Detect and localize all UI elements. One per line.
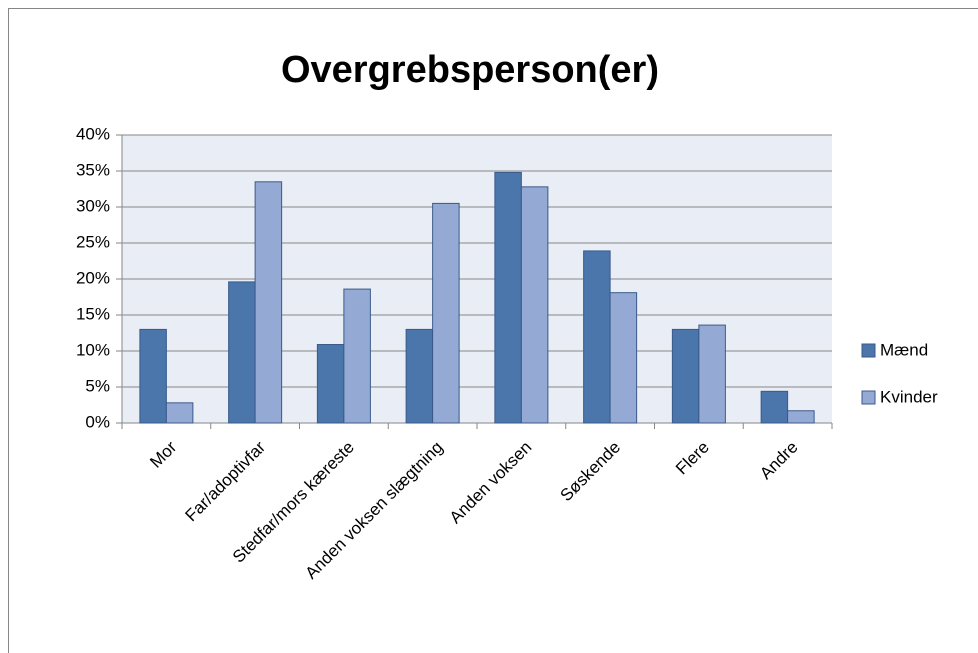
bar (432, 202, 460, 424)
bar (165, 402, 194, 424)
bar (228, 281, 256, 424)
bar (760, 390, 789, 424)
y-tick-label: 10% (76, 340, 110, 359)
y-tick-label: 5% (85, 376, 110, 395)
bar (520, 186, 549, 424)
chart-title: Overgrebsperson(er) (281, 49, 659, 91)
y-tick-label: 25% (76, 232, 110, 251)
bar (405, 328, 434, 424)
bar (583, 250, 611, 424)
legend-label: Mænd (880, 340, 928, 359)
bar (494, 171, 522, 424)
y-tick-label: 20% (76, 268, 110, 287)
y-tick-label: 40% (76, 124, 110, 143)
legend-label: Kvinder (880, 387, 938, 406)
legend-swatch (861, 390, 876, 405)
bar (671, 328, 700, 424)
bar (139, 328, 167, 424)
bar (316, 344, 345, 424)
bar (787, 410, 815, 424)
legend-swatch (861, 343, 876, 358)
y-tick-label: 15% (76, 304, 110, 323)
y-tick-label: 30% (76, 196, 110, 215)
y-tick-label: 0% (85, 412, 110, 431)
y-tick-label: 35% (76, 160, 110, 179)
bar (254, 181, 283, 424)
bar (609, 292, 638, 424)
bar (343, 288, 371, 424)
bar (698, 324, 726, 424)
